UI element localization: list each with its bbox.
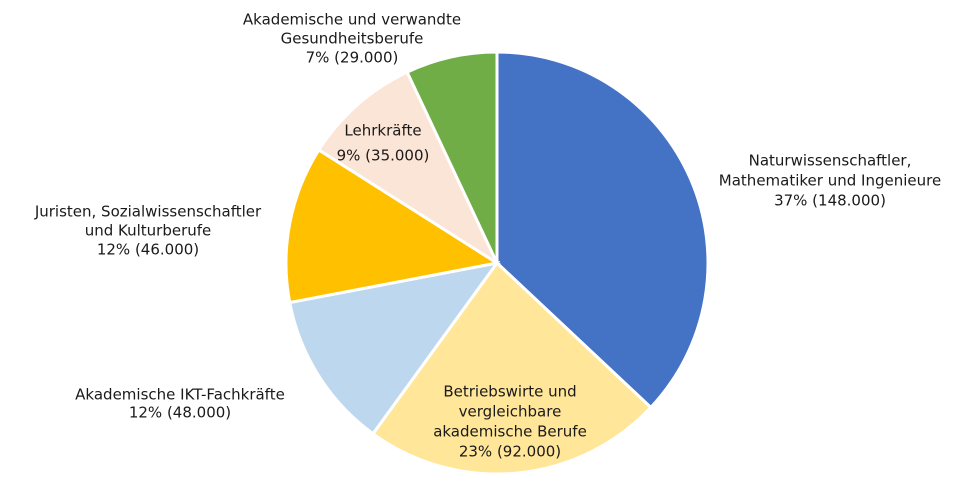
value-label: 23% (92.000) [459, 443, 561, 461]
slice-label: vergleichbare [459, 403, 562, 421]
slice-label: Gesundheitsberufe [281, 30, 424, 48]
value-label: 12% (46.000) [97, 241, 199, 259]
pie-slice [495, 50, 710, 410]
pie-slice [405, 50, 499, 264]
slice-label: Naturwissenschaftler, [749, 152, 912, 170]
slice-label: akademische Berufe [433, 423, 587, 441]
slice-label: Mathematiker und Ingenieure [719, 172, 941, 190]
value-label: 7% (29.000) [306, 49, 399, 67]
slice-label: Akademische IKT-Fachkräfte [75, 386, 285, 404]
slice-label: Akademische und verwandte [243, 11, 461, 29]
value-label: 37% (148.000) [774, 192, 886, 210]
value-label: 12% (48.000) [129, 404, 231, 422]
slice-label: Lehrkräfte [344, 122, 421, 140]
slice-label: und Kulturberufe [85, 222, 212, 240]
slice-label: Juristen, Sozialwissenschaftler [34, 203, 262, 221]
pie-slice [287, 260, 501, 436]
pie-slice [284, 147, 502, 305]
pie-slice [316, 70, 501, 268]
pie-slice [370, 260, 653, 476]
slice-label: Betriebswirte und [443, 383, 576, 401]
value-label: 9% (35.000) [337, 147, 430, 165]
